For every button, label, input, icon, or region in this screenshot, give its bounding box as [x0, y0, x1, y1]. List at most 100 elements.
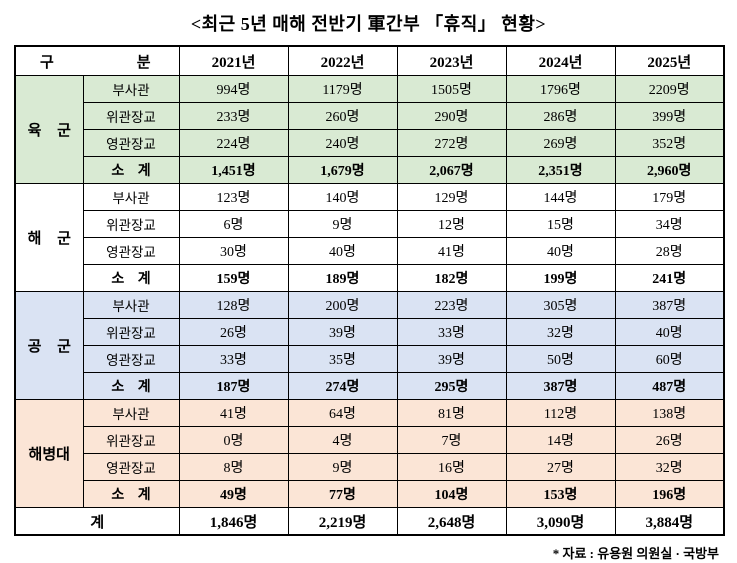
row-label: 부사관	[82, 291, 180, 319]
cell-value: 352명	[614, 129, 725, 157]
group-name: 해병대	[14, 399, 84, 508]
table-row: 위관장교 6명 9명 12명 15명 34명	[15, 210, 725, 238]
cell-value: 305명	[505, 291, 616, 319]
cell-value: 104명	[396, 480, 507, 508]
cell-value: 269명	[505, 129, 616, 157]
cell-value: 1179명	[287, 75, 398, 103]
table-row: 해병대 부사관 41명 64명 81명 112명 138명	[14, 399, 725, 508]
cell-value: 2,960명	[614, 156, 725, 184]
cell-value: 81명	[396, 399, 507, 427]
cell-value: 387명	[614, 291, 725, 319]
total-value: 3,884명	[614, 507, 725, 536]
corner-left-label: 구	[40, 54, 54, 71]
cell-value: 112명	[505, 399, 616, 427]
cell-value: 199명	[505, 264, 616, 292]
total-value: 3,090명	[505, 507, 616, 536]
table-row: 소 계 49명 77명 104명 153명 196명	[15, 480, 725, 508]
row-label: 부사관	[82, 399, 180, 427]
table-title: <최근 5년 매해 전반기 軍간부 「휴직」 현황>	[190, 14, 547, 34]
table-row: 공 군 부사관 128명 200명 223명 305명 387명	[14, 291, 725, 400]
cell-value: 994명	[178, 75, 289, 103]
cell-value: 50명	[505, 345, 616, 373]
row-label: 위관장교	[82, 318, 180, 346]
cell-value: 32명	[505, 318, 616, 346]
cell-value: 0명	[178, 426, 289, 454]
total-label: 계	[14, 507, 180, 536]
cell-value: 40명	[614, 318, 725, 346]
table-row: 영관장교 30명 40명 41명 40명 28명	[15, 237, 725, 265]
table-row: 영관장교 33명 35명 39명 50명 60명	[15, 345, 725, 373]
cell-value: 34명	[614, 210, 725, 238]
row-label: 위관장교	[82, 210, 180, 238]
table-row: 소 계 159명 189명 182명 199명 241명	[15, 264, 725, 292]
cell-value: 9명	[287, 210, 398, 238]
cell-value: 39명	[287, 318, 398, 346]
row-label: 영관장교	[82, 345, 180, 373]
cell-value: 15명	[505, 210, 616, 238]
cell-value: 60명	[614, 345, 725, 373]
cell-value: 64명	[287, 399, 398, 427]
cell-value: 138명	[614, 399, 725, 427]
cell-value: 16명	[396, 453, 507, 481]
cell-value: 27명	[505, 453, 616, 481]
row-label: 영관장교	[82, 129, 180, 157]
table-row: 위관장교 233명 260명 290명 286명 399명	[15, 102, 725, 130]
cell-value: 123명	[178, 183, 289, 211]
row-label: 위관장교	[82, 102, 180, 130]
cell-value: 387명	[505, 372, 616, 400]
total-row: 계 1,846명 2,219명 2,648명 3,090명 3,884명	[14, 507, 725, 536]
row-label: 소 계	[82, 156, 180, 184]
cell-value: 196명	[614, 480, 725, 508]
leave-status-table: 구 분 2021년 2022년 2023년 2024년 2025년 육 군 부사관 994명 117…	[14, 45, 725, 536]
row-label: 소 계	[82, 372, 180, 400]
cell-value: 129명	[396, 183, 507, 211]
cell-value: 30명	[178, 237, 289, 265]
row-label: 부사관	[82, 75, 180, 103]
table-row: 소 계 1,451명 1,679명 2,067명 2,351명 2,960명	[15, 156, 725, 184]
corner-right-label: 분	[136, 54, 151, 71]
row-label: 영관장교	[82, 453, 180, 481]
cell-value: 286명	[505, 102, 616, 130]
cell-value: 233명	[178, 102, 289, 130]
row-label: 소 계	[82, 480, 180, 508]
group-name: 해 군	[14, 183, 84, 292]
cell-value: 77명	[287, 480, 398, 508]
cell-value: 241명	[614, 264, 725, 292]
group-name: 공 군	[14, 291, 84, 400]
table-row: 소 계 187명 274명 295명 387명 487명	[15, 372, 725, 400]
year-header: 2023년	[396, 45, 507, 76]
cell-value: 28명	[614, 237, 725, 265]
cell-value: 272명	[396, 129, 507, 157]
cell-value: 8명	[178, 453, 289, 481]
cell-value: 49명	[178, 480, 289, 508]
cell-value: 224명	[178, 129, 289, 157]
cell-value: 41명	[178, 399, 289, 427]
cell-value: 32명	[614, 453, 725, 481]
group-name: 육 군	[14, 75, 84, 184]
header-row: 구 분 2021년 2022년 2023년 2024년 2025년	[14, 45, 725, 76]
row-label: 위관장교	[82, 426, 180, 454]
source-footnote: * 자료 : 유용원 의원실 · 국방부	[552, 546, 719, 561]
cell-value: 33명	[178, 345, 289, 373]
table-row: 위관장교 0명 4명 7명 14명 26명	[15, 426, 725, 454]
total-value: 2,648명	[396, 507, 507, 536]
cell-value: 6명	[178, 210, 289, 238]
cell-value: 2209명	[614, 75, 725, 103]
cell-value: 144명	[505, 183, 616, 211]
table-body: 구 분 2021년 2022년 2023년 2024년 2025년 육 군 부사관 994명 117…	[14, 45, 725, 536]
cell-value: 40명	[287, 237, 398, 265]
cell-value: 2,067명	[396, 156, 507, 184]
cell-value: 14명	[505, 426, 616, 454]
cell-value: 2,351명	[505, 156, 616, 184]
cell-value: 41명	[396, 237, 507, 265]
cell-value: 35명	[287, 345, 398, 373]
cell-value: 223명	[396, 291, 507, 319]
cell-value: 399명	[614, 102, 725, 130]
row-label: 영관장교	[82, 237, 180, 265]
cell-value: 295명	[396, 372, 507, 400]
cell-value: 200명	[287, 291, 398, 319]
year-header: 2024년	[505, 45, 616, 76]
year-header: 2021년	[178, 45, 289, 76]
cell-value: 1505명	[396, 75, 507, 103]
